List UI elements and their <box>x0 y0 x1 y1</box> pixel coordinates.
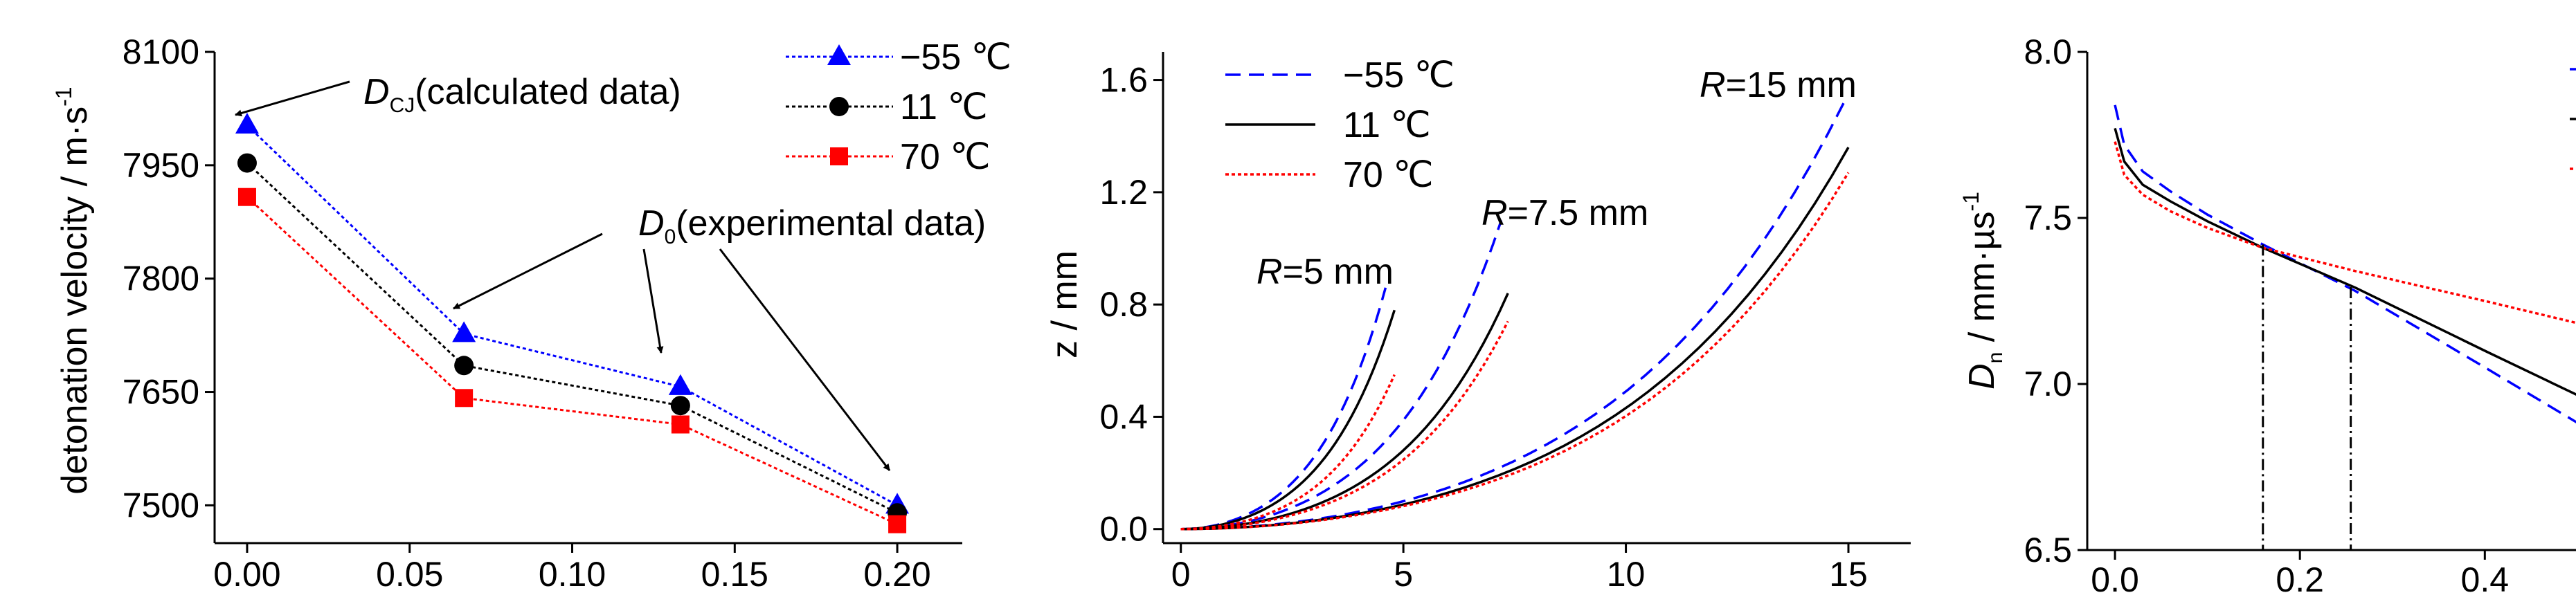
p2-annotations: R=5 mm R=7.5 mm R=15 mm <box>1257 65 1857 292</box>
p2-curve <box>1180 293 1509 531</box>
p3-y-tick-label: 7.0 <box>2024 365 2072 403</box>
p3-series-line <box>2114 104 2576 423</box>
p1-y-tick-label: 8100 <box>123 33 199 71</box>
p1-legend-label: −55 ℃ <box>900 37 1011 77</box>
p3-x-tick-label: 0.4 <box>2461 560 2510 599</box>
p3-y-tick-label: 7.5 <box>2024 199 2072 237</box>
p3-series-line <box>2114 127 2576 396</box>
p2-legend: −55 ℃ 11 ℃ 70 ℃ <box>1225 55 1454 195</box>
p1-legend-label: 70 ℃ <box>900 137 991 177</box>
p1-series-group <box>235 112 910 533</box>
d0-arrow-3 <box>719 248 891 471</box>
p2-y-tick-label: 1.6 <box>1099 61 1148 100</box>
p1-legend-marker <box>827 44 851 65</box>
p3-x-tick-label: 0.0 <box>2091 560 2139 599</box>
p2-x-tick-label: 15 <box>1829 555 1868 594</box>
p1-point-triangle <box>668 374 692 395</box>
p1-y-tick-label: 7650 <box>123 373 199 412</box>
p1-point-triangle <box>235 112 259 134</box>
dcj-arrow <box>235 80 350 117</box>
r75-annotation: R=7.5 mm <box>1481 193 1648 233</box>
p2-x-tick-label: 10 <box>1607 555 1646 594</box>
p1-y-tick-label: 7500 <box>123 486 199 524</box>
p2-legend-label: 70 ℃ <box>1343 155 1434 195</box>
p2-series-group <box>1180 102 1850 531</box>
p2-curve <box>1180 172 1850 531</box>
p1-point-square <box>671 415 690 434</box>
p1-legend-label: 11 ℃ <box>900 87 988 127</box>
normal-detonation-velocity-chart: 0.00.20.40.66.57.07.58.0 Dn / mm·µs-1 <box>1958 33 2576 599</box>
p2-x-tick-label: 5 <box>1394 555 1413 594</box>
dcj-annotation: DCJ(calculated data) <box>363 72 681 117</box>
z-profile-chart: 0 5 10 15 0.0 0.4 0.8 1.2 1.6 z / mm R=5 mm R=7.… <box>1045 52 1911 594</box>
p2-x-tick-label: 0 <box>1171 555 1191 594</box>
p1-series-line <box>246 124 898 506</box>
p1-y-tick-label: 7800 <box>123 259 199 298</box>
p2-curve <box>1180 219 1503 531</box>
p3-x-tick-label: 0.2 <box>2276 560 2324 599</box>
p2-legend-label: −55 ℃ <box>1343 55 1454 95</box>
p2-ticks: 0 5 10 15 0.0 0.4 0.8 1.2 1.6 <box>1099 61 1867 594</box>
p1-x-tick-label: 0.20 <box>863 555 930 594</box>
p2-curve <box>1180 102 1846 531</box>
p2-y-tick-label: 0.0 <box>1099 510 1148 549</box>
d0-arrow-2 <box>642 248 664 354</box>
p1-legend-marker <box>830 147 848 165</box>
p2-curve <box>1180 147 1850 531</box>
p1-point-square <box>888 515 907 533</box>
p1-point-square <box>455 389 474 408</box>
p1-legend-marker <box>829 97 849 116</box>
p3-legend <box>2570 68 2576 170</box>
p1-x-tick-label: 0.10 <box>539 555 606 594</box>
p1-y-tick-label: 7950 <box>123 146 199 185</box>
p2-curve <box>1180 309 1396 531</box>
p3-series-group <box>2114 104 2576 550</box>
p2-y-tick-label: 0.4 <box>1099 397 1148 436</box>
d0-annotation: D0(experimental data) <box>638 203 986 248</box>
r15-annotation: R=15 mm <box>1700 65 1857 105</box>
p1-legend: −55 ℃ 11 ℃ 70 ℃ <box>786 37 1011 177</box>
p1-ticks: 0.00 0.05 0.10 0.15 0.20 7500 7650 7800 7950 8100 <box>123 33 931 594</box>
p1-point-triangle <box>452 321 476 342</box>
p3-y-axis-label: Dn / mm·µs-1 <box>1958 192 2007 390</box>
r5-annotation: R=5 mm <box>1257 252 1394 292</box>
p1-point-circle <box>454 356 474 376</box>
p3-series-line <box>2114 141 2576 324</box>
p1-x-tick-label: 0.05 <box>376 555 443 594</box>
p2-curve <box>1180 320 1509 531</box>
p2-y-tick-label: 1.2 <box>1099 173 1148 212</box>
p2-y-tick-label: 0.8 <box>1099 285 1148 324</box>
detonation-velocity-chart: 0.00 0.05 0.10 0.15 0.20 7500 7650 7800 7950 8100… <box>51 33 1011 594</box>
p1-x-tick-label: 0.00 <box>213 555 280 594</box>
p1-point-circle <box>237 153 257 173</box>
p1-annotations: DCJ(calculated data) D0(experimental dat… <box>235 72 986 471</box>
p1-series-line <box>246 162 898 514</box>
p2-legend-label: 11 ℃ <box>1343 105 1431 145</box>
p1-x-tick-label: 0.15 <box>701 555 768 594</box>
p2-y-axis-label: z / mm <box>1045 250 1085 358</box>
p3-y-tick-label: 8.0 <box>2024 33 2072 71</box>
p3-ticks: 0.00.20.40.66.57.07.58.0 <box>2024 33 2510 599</box>
p1-y-axis-label: detonation velocity / m·s-1 <box>51 86 95 494</box>
p3-y-tick-label: 6.5 <box>2024 531 2072 569</box>
p2-curve <box>1180 374 1396 531</box>
p1-point-circle <box>670 396 690 416</box>
p1-point-square <box>237 187 256 206</box>
d0-arrow-1 <box>453 232 603 310</box>
